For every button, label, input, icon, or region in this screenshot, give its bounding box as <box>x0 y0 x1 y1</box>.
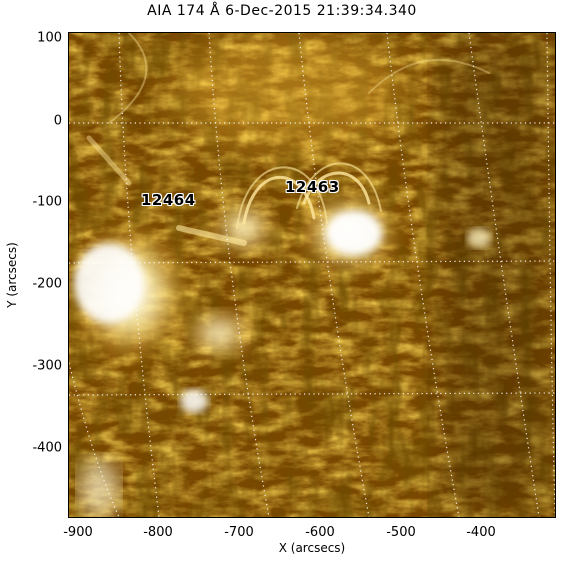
y-tick-label: 100 <box>37 30 62 46</box>
region-label-12464: 12464 <box>141 191 196 209</box>
solar-image-panel <box>68 32 556 518</box>
image-title: AIA 174 Å 6-Dec-2015 21:39:34.340 <box>147 3 417 19</box>
y-tick-label: -300 <box>32 358 62 374</box>
y-tick-label: -400 <box>32 440 62 456</box>
heliographic-grid <box>69 33 555 517</box>
y-axis-label: Y (arcsecs) <box>5 242 19 308</box>
watermark-logo: SolarMonitor.org <box>393 534 550 556</box>
x-tick-label: -600 <box>305 525 335 540</box>
x-tick-label: -900 <box>63 525 93 540</box>
coronal-loops <box>86 33 490 246</box>
x-tick-label: -400 <box>466 525 496 540</box>
x-tick-label: -500 <box>386 525 416 540</box>
solar-corona-image <box>69 33 555 517</box>
active-region-glow <box>69 33 491 517</box>
y-tick-label: -100 <box>32 194 62 210</box>
x-tick-label: -700 <box>224 525 254 540</box>
x-axis-label: X (arcsecs) <box>278 541 346 555</box>
region-label-12463: 12463 <box>285 178 340 196</box>
y-tick-label: -200 <box>32 276 62 292</box>
y-tick-label: 0 <box>53 113 62 129</box>
x-tick-label: -800 <box>143 525 173 540</box>
